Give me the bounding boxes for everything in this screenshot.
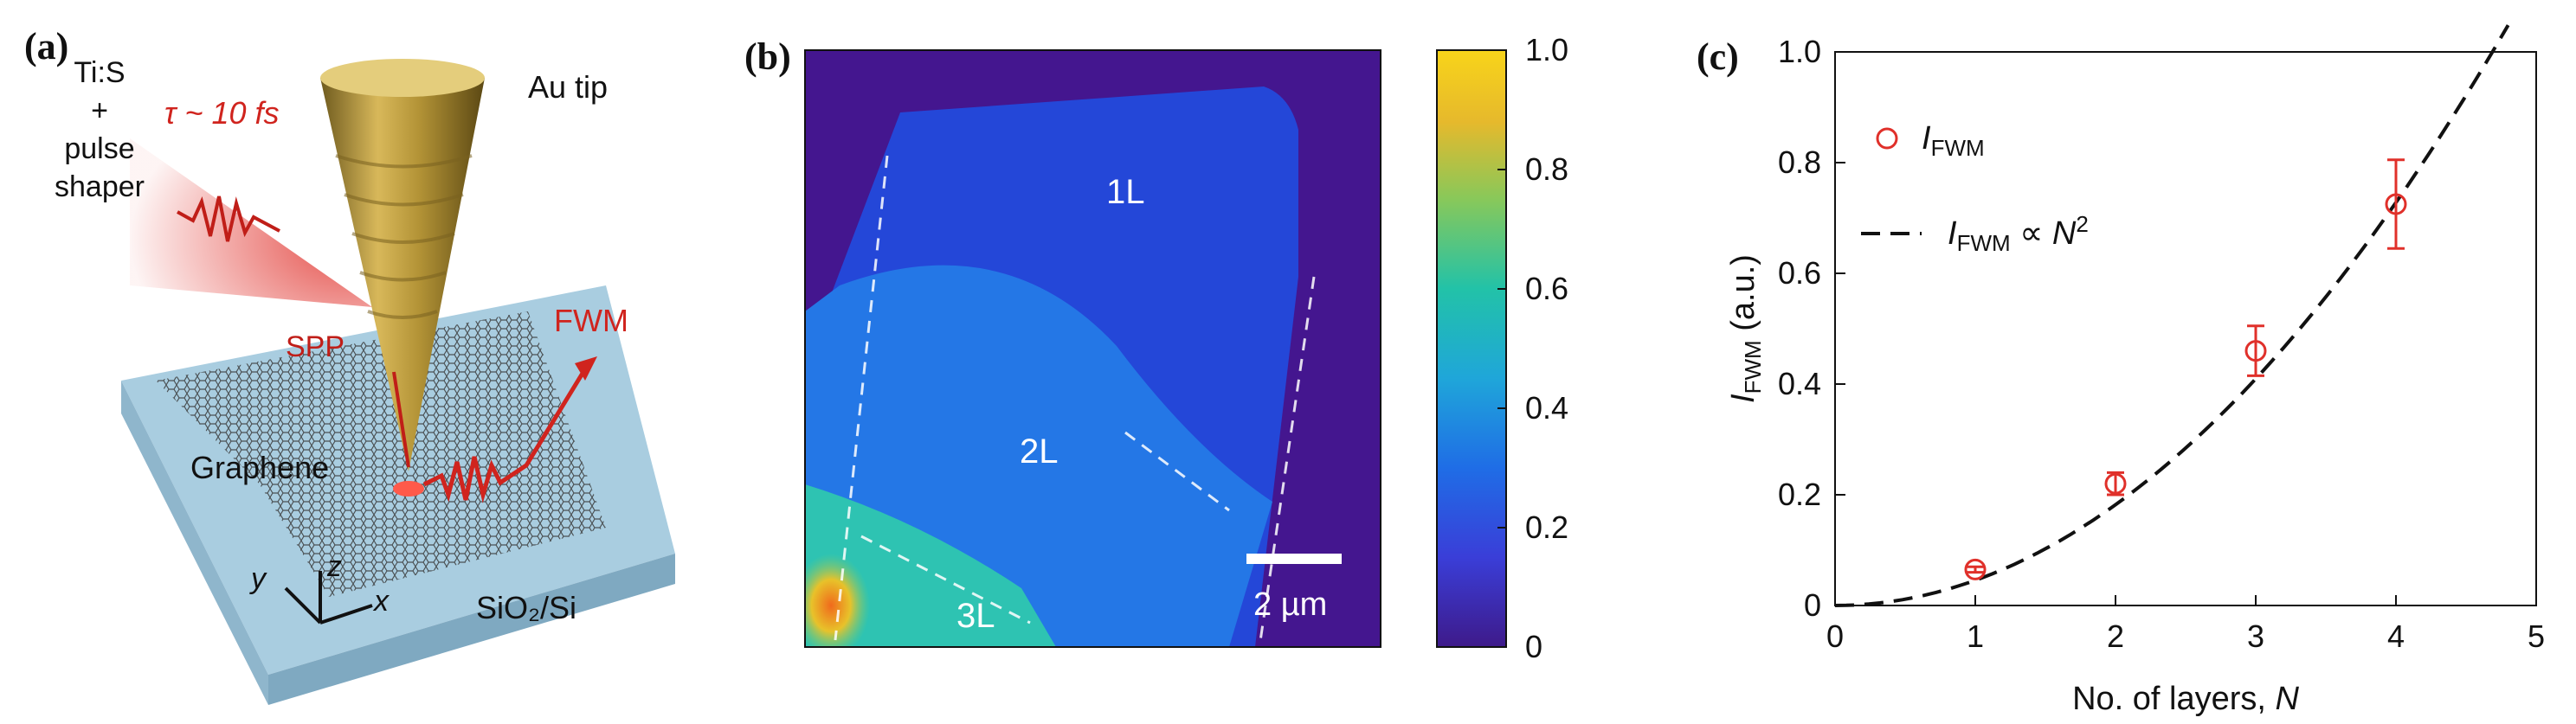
legend-label-fit: IFWM ∝ N2: [1948, 211, 2089, 256]
fwm-map: 1.0 0.8 0.6 0.4 0.2 0: [804, 32, 1568, 664]
legend-marker-ifwm: [1876, 127, 1898, 150]
y-tick-label: 1.0: [1778, 34, 1821, 69]
tip-label: Au tip: [528, 69, 609, 105]
colorbar-tick-label: 0.4: [1525, 390, 1568, 426]
panel-b: (b): [744, 0, 1697, 724]
legend: IFWM IFWM ∝ N2: [1861, 120, 2089, 256]
axis-label-z: z: [327, 550, 342, 583]
region-label-1L: 1L: [1106, 173, 1145, 211]
data-point: [1964, 558, 1987, 580]
pulse-label: τ ~ 10 fs: [164, 95, 280, 131]
x-tick-label: 3: [2247, 618, 2264, 654]
map-frame: [804, 49, 1381, 648]
fwm-label: FWM: [554, 303, 628, 338]
spp-label: SPP: [286, 330, 345, 363]
scale-bar-label: 2 µm: [1253, 586, 1328, 623]
data-point: [2385, 193, 2407, 215]
x-tick-label: 0: [1826, 618, 1844, 654]
y-tick-label: 0: [1804, 587, 1821, 623]
hotspot-3L: [805, 554, 870, 647]
region-label-3L: 3L: [956, 597, 995, 635]
colorbar-tick-label: 1.0: [1525, 32, 1568, 67]
fwm-waveform: [422, 362, 591, 503]
axis-label-y: y: [251, 562, 266, 595]
panel-c-letter: (c): [1697, 35, 1739, 78]
colorbar-tick-label: 0: [1525, 629, 1542, 664]
au-tip-top: [320, 59, 485, 97]
y-tick-label: 0.2: [1778, 477, 1821, 512]
x-axis-label: No. of layers, N: [2072, 681, 2299, 717]
au-tip-cone: [320, 78, 485, 471]
colorbar: [1436, 49, 1507, 648]
coordinate-axes: [284, 571, 373, 625]
fit-curve: [1834, 24, 2510, 607]
region-label-2L: 2L: [1020, 432, 1059, 471]
x-tick-label: 2: [2107, 618, 2124, 654]
graphene-sheet: [156, 311, 606, 597]
panel-a-letter: (a): [24, 25, 69, 67]
source-label: Ti:S + pulse shaper: [55, 56, 145, 203]
substrate-side: [268, 554, 675, 705]
substrate-left: [121, 381, 268, 705]
x-tick-label: 1: [1967, 618, 1984, 654]
panel-c: (c) 0 1 2 3 4 5 0 0.2 0.4 0.6 0.8 1.0 IFWM IFWM ∝ N…: [1697, 0, 2576, 724]
fwm-vs-layers-chart: 0 1 2 3 4 5 0 0.2 0.4 0.6 0.8 1.0 IFWM IFWM ∝ N2 No…: [1725, 24, 2545, 717]
x-tick-label: 5: [2528, 618, 2545, 654]
pulse-waveform: [177, 195, 280, 242]
plot-frame: [1834, 51, 2537, 606]
data-point: [2104, 472, 2127, 495]
x-tick-label: 4: [2387, 618, 2405, 654]
axis-label-x: x: [374, 585, 389, 618]
y-tick-label: 0.8: [1778, 144, 1821, 180]
colorbar-tick-label: 0.6: [1525, 271, 1568, 306]
panel-a: (a): [0, 0, 744, 724]
y-tick-label: 0.4: [1778, 366, 1821, 401]
layer-boundaries: [834, 155, 1316, 647]
substrate-label: SiO₂/Si: [476, 590, 576, 625]
hotspot: [393, 481, 424, 497]
tip-grating: [335, 154, 473, 319]
y-axis-label: IFWM (a.u.): [1725, 254, 1766, 403]
scale-bar: [1246, 554, 1342, 564]
colorbar-tick-label: 0.8: [1525, 151, 1568, 187]
colorbar-ticks: 1.0 0.8 0.6 0.4 0.2 0: [1497, 32, 1568, 664]
panel-b-letter: (b): [744, 35, 791, 78]
graphene-label: Graphene: [190, 450, 330, 485]
tip-illustration: [121, 59, 675, 705]
data-point: [2244, 340, 2267, 362]
fwm-arrowhead: [575, 356, 597, 381]
spp-arrow: [392, 371, 410, 468]
y-tick-label: 0.6: [1778, 255, 1821, 291]
legend-label-ifwm: IFWM: [1922, 120, 1985, 161]
colorbar-tick-label: 0.2: [1525, 509, 1568, 545]
